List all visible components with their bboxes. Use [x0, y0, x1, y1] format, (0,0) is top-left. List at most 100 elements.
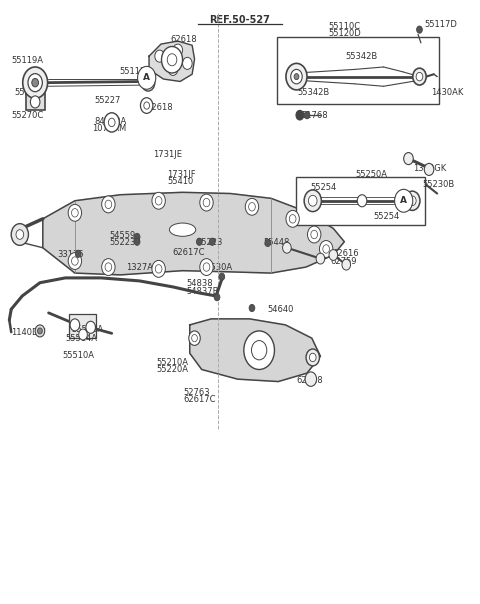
- Circle shape: [32, 79, 38, 87]
- Text: 84132A: 84132A: [94, 117, 126, 126]
- Circle shape: [138, 66, 156, 89]
- Text: 62759: 62759: [330, 257, 357, 266]
- Text: 1076AM: 1076AM: [92, 124, 126, 133]
- Circle shape: [105, 263, 112, 271]
- Text: 54838: 54838: [186, 280, 213, 289]
- Text: 62618: 62618: [297, 376, 323, 385]
- Circle shape: [329, 249, 337, 260]
- Circle shape: [156, 265, 162, 273]
- Circle shape: [316, 253, 324, 264]
- Circle shape: [152, 260, 165, 277]
- Text: REF.50-527: REF.50-527: [210, 15, 270, 25]
- Circle shape: [35, 325, 45, 337]
- Circle shape: [196, 238, 202, 245]
- Circle shape: [320, 240, 333, 257]
- Circle shape: [102, 259, 115, 275]
- Circle shape: [108, 118, 115, 127]
- Circle shape: [416, 72, 423, 81]
- Text: 55448: 55448: [263, 239, 289, 248]
- Circle shape: [37, 328, 42, 334]
- Circle shape: [75, 250, 81, 257]
- Circle shape: [134, 238, 140, 245]
- Circle shape: [342, 259, 350, 270]
- Circle shape: [291, 69, 302, 84]
- Text: 55342B: 55342B: [345, 51, 378, 60]
- Circle shape: [219, 273, 225, 280]
- Text: 55220A: 55220A: [156, 365, 188, 374]
- Circle shape: [70, 319, 80, 331]
- Text: 62617C: 62617C: [172, 248, 204, 257]
- Text: 55210A: 55210A: [156, 358, 188, 367]
- Circle shape: [408, 196, 416, 205]
- Circle shape: [28, 74, 42, 92]
- Circle shape: [249, 304, 255, 312]
- Circle shape: [309, 195, 317, 206]
- Circle shape: [304, 190, 322, 211]
- Circle shape: [265, 239, 271, 246]
- Text: 1731JE: 1731JE: [153, 150, 182, 159]
- Text: 55227: 55227: [94, 95, 120, 104]
- Text: 55250A: 55250A: [356, 170, 388, 179]
- Circle shape: [357, 194, 367, 207]
- Circle shape: [200, 259, 213, 275]
- Circle shape: [289, 214, 296, 223]
- Circle shape: [182, 57, 192, 69]
- Bar: [277, 37, 439, 104]
- Circle shape: [134, 233, 140, 240]
- Circle shape: [209, 238, 215, 245]
- Circle shape: [413, 68, 426, 85]
- Text: 55119A: 55119A: [11, 56, 43, 65]
- Circle shape: [72, 208, 78, 217]
- Circle shape: [286, 63, 307, 90]
- Text: 1327AD: 1327AD: [126, 263, 159, 272]
- Circle shape: [192, 335, 197, 342]
- Text: 55270C: 55270C: [11, 111, 44, 120]
- Text: 55254: 55254: [373, 212, 399, 221]
- Text: 55513A: 55513A: [72, 325, 104, 334]
- Circle shape: [424, 164, 434, 175]
- Ellipse shape: [169, 223, 196, 236]
- Circle shape: [141, 98, 153, 114]
- Bar: [25, 94, 45, 111]
- Text: 52763: 52763: [183, 388, 210, 397]
- Circle shape: [404, 153, 413, 165]
- Circle shape: [30, 96, 40, 108]
- Text: 55120D: 55120D: [328, 29, 361, 37]
- Polygon shape: [43, 192, 344, 275]
- Circle shape: [161, 47, 182, 73]
- Circle shape: [145, 79, 152, 87]
- Circle shape: [306, 349, 320, 366]
- Circle shape: [296, 111, 304, 120]
- Text: 55410: 55410: [167, 177, 193, 186]
- Circle shape: [310, 353, 316, 362]
- Circle shape: [156, 196, 162, 205]
- Circle shape: [68, 204, 82, 221]
- Text: 55514A: 55514A: [65, 333, 97, 342]
- Text: 55510A: 55510A: [62, 350, 94, 359]
- Circle shape: [152, 192, 165, 209]
- Bar: [297, 176, 425, 225]
- Text: 55117D: 55117D: [424, 21, 457, 30]
- Circle shape: [155, 50, 164, 62]
- Text: 1360GK: 1360GK: [413, 164, 446, 173]
- Circle shape: [249, 202, 255, 211]
- Text: 55223: 55223: [110, 239, 136, 248]
- Circle shape: [189, 331, 200, 345]
- Circle shape: [16, 230, 24, 239]
- Circle shape: [323, 245, 329, 253]
- Text: 51768: 51768: [301, 111, 328, 120]
- Circle shape: [203, 263, 210, 271]
- Circle shape: [417, 26, 422, 33]
- Text: 55254: 55254: [311, 183, 337, 192]
- Circle shape: [395, 189, 413, 212]
- Circle shape: [144, 102, 150, 109]
- Circle shape: [23, 67, 48, 98]
- Circle shape: [203, 198, 210, 207]
- Circle shape: [102, 196, 115, 213]
- Text: 1731JF: 1731JF: [167, 170, 196, 179]
- Text: 55230B: 55230B: [423, 180, 455, 189]
- Text: 55530A: 55530A: [201, 263, 233, 272]
- Circle shape: [283, 242, 291, 253]
- Text: 55223: 55223: [196, 239, 222, 248]
- Circle shape: [305, 372, 317, 387]
